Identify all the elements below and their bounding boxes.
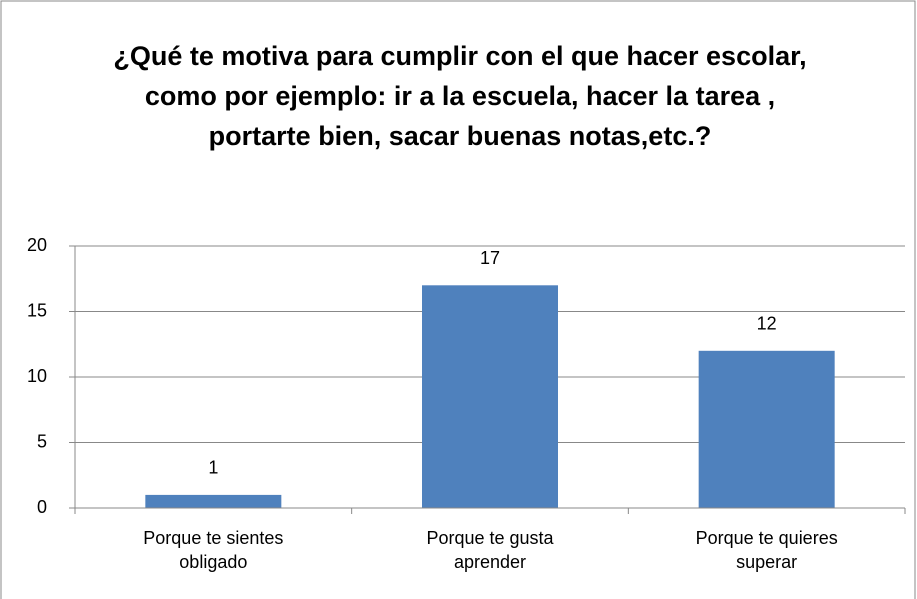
y-tick-label: 15 [27,300,47,320]
data-label: 1 [208,458,218,478]
y-tick-label: 0 [37,497,47,517]
bar [145,494,282,508]
bar [698,350,835,508]
bar [422,285,558,508]
y-tick-label: 20 [27,235,47,255]
x-tick-label: Porque te gusta aprender [426,528,554,572]
chart-title: ¿Qué te motiva para cumplir con el que h… [113,41,807,151]
y-tick-label: 5 [37,431,47,451]
data-label: 17 [480,248,500,268]
y-tick-label: 10 [27,366,47,386]
x-tick-label: Porque te quieres superar [695,528,838,572]
data-label: 12 [757,314,777,334]
x-tick-label: Porque te sientes obligado [143,528,284,572]
